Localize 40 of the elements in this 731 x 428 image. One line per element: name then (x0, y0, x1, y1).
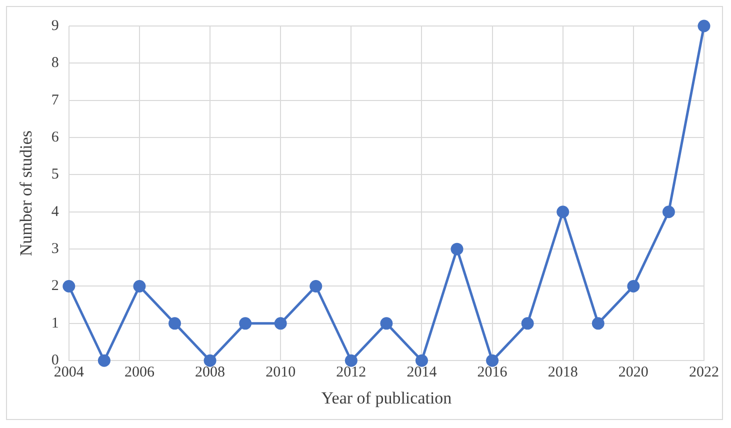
x-tick-label: 2008 (195, 364, 226, 381)
point (133, 280, 146, 292)
y-tick-label: 1 (51, 315, 59, 332)
point (662, 206, 675, 218)
point (239, 317, 252, 330)
point (168, 317, 181, 330)
point (486, 354, 499, 367)
x-tick-label: 2022 (689, 364, 719, 381)
point (521, 317, 534, 330)
y-tick-label: 5 (51, 166, 59, 183)
point (204, 354, 216, 367)
x-tick-label: 2010 (266, 364, 296, 381)
point (274, 317, 287, 330)
point (62, 280, 76, 292)
point (310, 280, 322, 292)
point (344, 354, 358, 367)
x-tick-label: 2006 (124, 364, 155, 381)
point (450, 242, 464, 256)
x-axis-title: Year of publication (321, 388, 452, 408)
point (98, 354, 110, 367)
y-tick-label: 4 (51, 204, 60, 220)
point (415, 354, 428, 367)
y-tick-label: 3 (51, 241, 59, 258)
x-tick-label: 2020 (618, 364, 648, 381)
x-tick-label: 2004 (54, 364, 84, 381)
y-tick-label: 8 (51, 55, 59, 72)
y-tick-label: 7 (51, 92, 60, 108)
y-tick-label: 6 (51, 129, 60, 146)
point (698, 20, 710, 32)
x-tick-label: 2014 (406, 364, 438, 381)
point (556, 206, 570, 218)
y-tick-label: 9 (51, 18, 59, 34)
x-tick-label: 2012 (336, 364, 366, 381)
point (627, 280, 640, 292)
y-tick-label: 2 (51, 278, 59, 294)
y-axis-title: Number of studies (16, 130, 36, 256)
point (380, 317, 393, 330)
x-tick-label: 2018 (548, 364, 578, 381)
point (592, 317, 604, 330)
x-tick-label: 2016 (477, 364, 508, 381)
